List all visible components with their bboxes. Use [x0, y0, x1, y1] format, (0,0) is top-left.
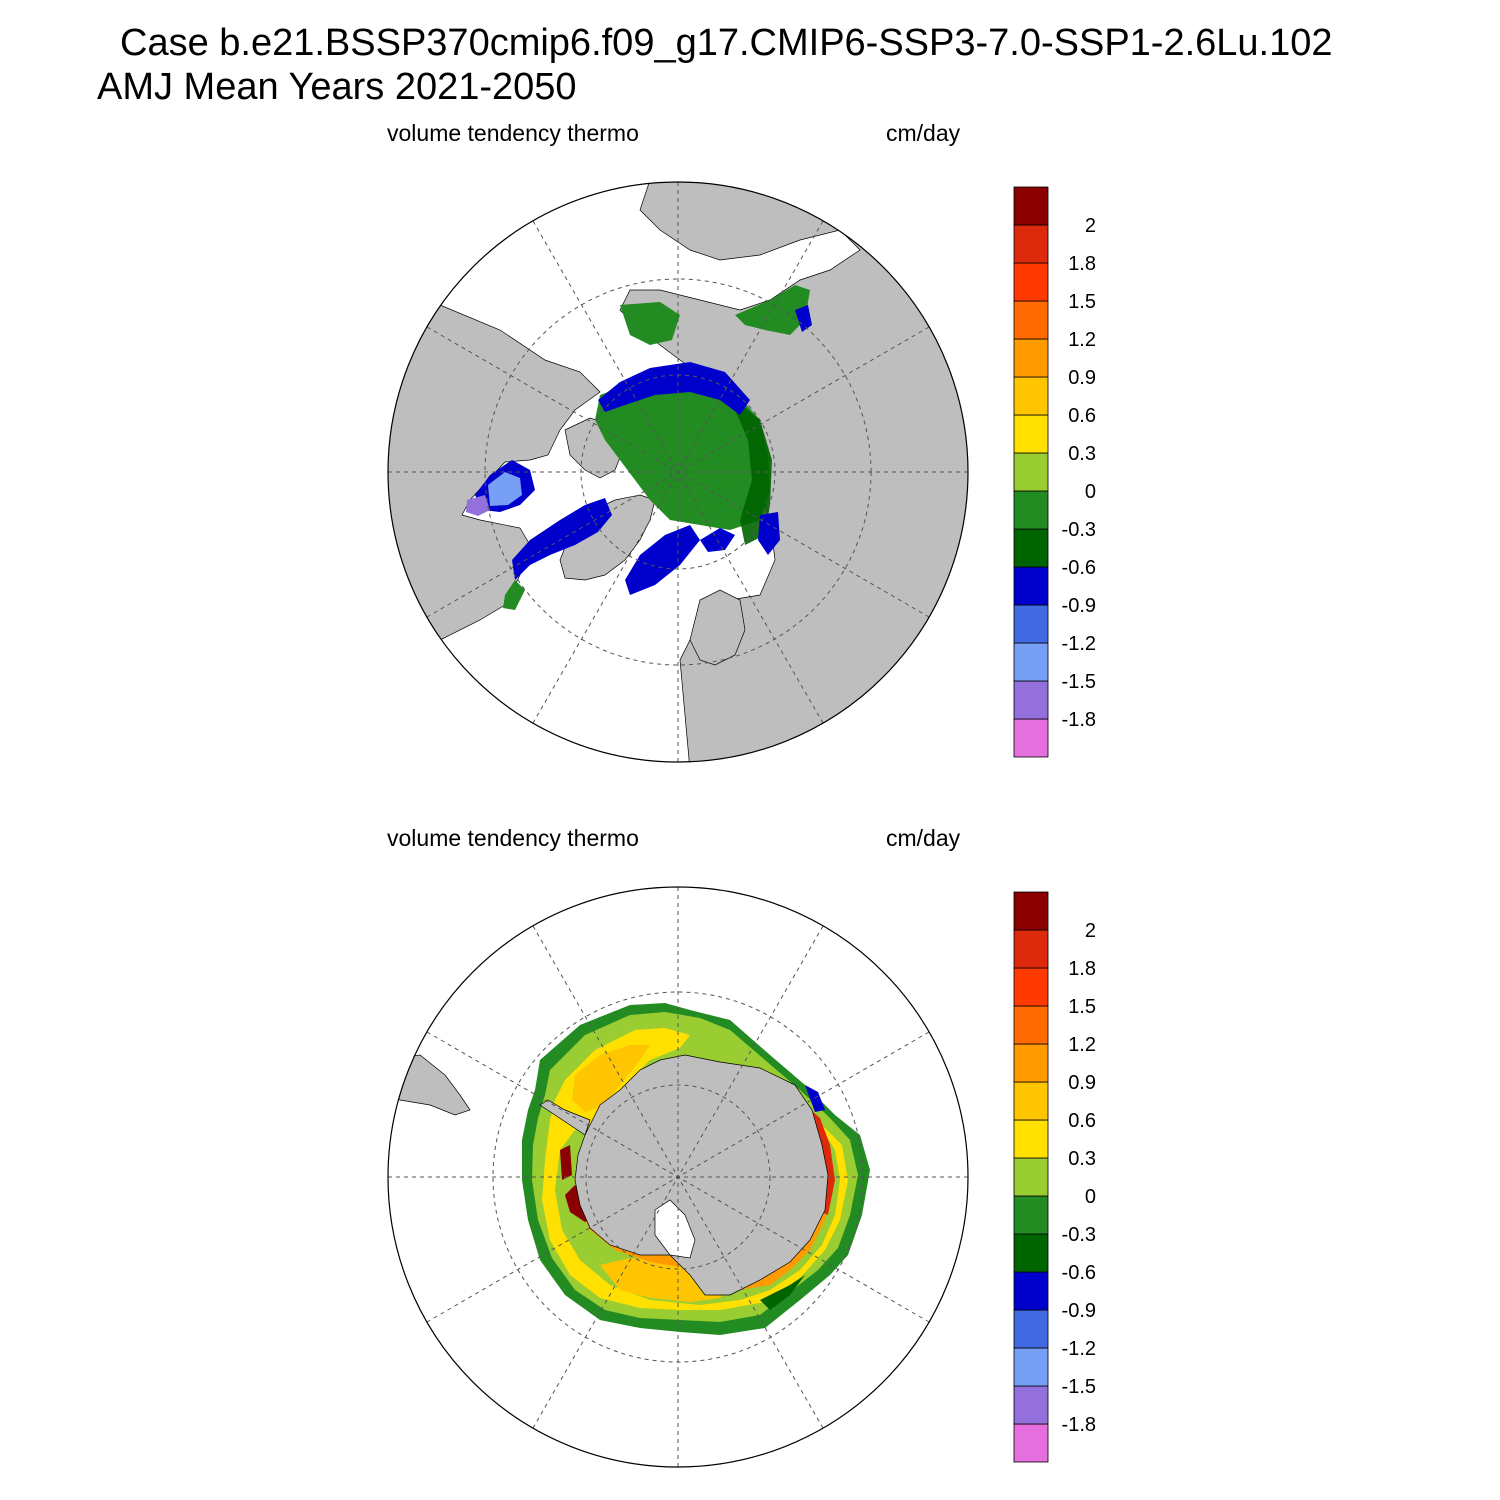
antarctic-colorbar-swatch: [1013, 1271, 1049, 1311]
arctic-colorbar-tick-label: 0.9: [1068, 367, 1096, 389]
antarctic-land-continent: [574, 1054, 829, 1296]
antarctic-colorbar-swatch: [1013, 1309, 1049, 1349]
antarctic-colorbar-swatch: [1013, 1423, 1049, 1463]
arctic-colorbar-swatch: [1013, 414, 1049, 454]
arctic-units-label: cm/day: [886, 120, 961, 146]
antarctic-colorbar-swatch: [1013, 1385, 1049, 1425]
arctic-colorbar-tick-label: -0.3: [1062, 519, 1096, 541]
antarctic-colorbar-swatch: [1013, 1195, 1049, 1235]
arctic-colorbar-tick-label: -0.6: [1062, 557, 1096, 579]
arctic-ice-blue-greenland-east: [625, 525, 700, 595]
antarctic-colorbar-swatch: [1013, 891, 1049, 931]
arctic-colorbar-tick-label: 0: [1085, 481, 1096, 503]
arctic-ice-blue-okhotsk: [795, 305, 812, 332]
arctic-colorbar-tick-label: 0.6: [1068, 405, 1096, 427]
arctic-colorbar-swatch: [1013, 262, 1049, 302]
arctic-colorbar-tick-label: -1.2: [1062, 633, 1096, 655]
figure-title-case: Case b.e21.BSSP370cmip6.f09_g17.CMIP6-SS…: [120, 22, 1333, 64]
antarctic-colorbar-tick-label: 0: [1085, 1186, 1096, 1208]
arctic-ice-blue-margin-top: [598, 362, 750, 415]
arctic-colorbar-tick-label: 1.8: [1068, 253, 1096, 275]
antarctic-ice-gold-weddell: [572, 1045, 650, 1112]
antarctic-colorbar-tick-label: -1.2: [1062, 1338, 1096, 1360]
arctic-colorbar-tick-label: -0.9: [1062, 595, 1096, 617]
antarctic-colorbar-tick-label: 2: [1085, 920, 1096, 942]
arctic-colorbar-swatch: [1013, 452, 1049, 492]
antarctic-colorbar-tick-label: 1.5: [1068, 996, 1096, 1018]
arctic-colorbar-swatch: [1013, 490, 1049, 530]
arctic-colorbar-tick-label: 2: [1085, 215, 1096, 237]
antarctic-colorbar-swatch: [1013, 1347, 1049, 1387]
antarctic-colorbar-tick-label: 1.2: [1068, 1034, 1096, 1056]
antarctic-land-peninsula: [539, 1099, 591, 1136]
antarctic-units-label: cm/day: [886, 825, 961, 851]
arctic-graticule: [388, 182, 968, 762]
arctic-colorbar-swatch: [1013, 224, 1049, 264]
arctic-colorbar-tick-label: -1.5: [1062, 671, 1096, 693]
arctic-ice-lightblue-hudson: [488, 472, 522, 506]
arctic-map: [387, 181, 969, 763]
arctic-colorbar-swatch: [1013, 186, 1049, 226]
antarctic-colorbar-tick-label: -1.5: [1062, 1376, 1096, 1398]
antarctic-colorbar-swatch: [1013, 1043, 1049, 1083]
arctic-central-ice-field: [595, 378, 770, 530]
arctic-colorbar-swatch: [1013, 338, 1049, 378]
arctic-colorbar-tick-label: 1.2: [1068, 329, 1096, 351]
antarctic-variable-label: volume tendency thermo: [387, 825, 639, 851]
arctic-ice-blue-baffin: [512, 498, 612, 580]
antarctic-map-border: [387, 886, 969, 1468]
antarctic-ice-blue-east: [805, 1085, 825, 1112]
antarctic-ross-ice-shelf: [654, 1199, 696, 1259]
antarctic-colorbar-tick-label: 0.9: [1068, 1072, 1096, 1094]
arctic-colorbar-swatch: [1013, 300, 1049, 340]
arctic-ice-green-okhotsk: [735, 285, 810, 335]
antarctic-colorbar-tick-label: 0.3: [1068, 1148, 1096, 1170]
arctic-ice-green-labrador: [503, 580, 525, 610]
arctic-colorbar-swatch: [1013, 604, 1049, 644]
antarctic-graticule: [388, 887, 968, 1467]
antarctic-colorbar-tick-label: 0.6: [1068, 1110, 1096, 1132]
antarctic-colorbar-swatch: [1013, 929, 1049, 969]
arctic-ice-blue-kara: [758, 512, 780, 555]
antarctic-colorbar-tick-label: -0.3: [1062, 1224, 1096, 1246]
antarctic-colorbar-swatch: [1013, 1157, 1049, 1197]
antarctic-ice-darkgreen-east: [760, 1275, 805, 1310]
arctic-colorbar-swatch: [1013, 718, 1049, 758]
arctic-ice-dark-green-band: [730, 395, 772, 545]
antarctic-colorbar-swatch: [1013, 1081, 1049, 1121]
antarctic-colorbar-swatch: [1013, 1233, 1049, 1273]
arctic-colorbar-swatch: [1013, 566, 1049, 606]
arctic-colorbar: -1.8 -1.5 -1.2 -0.9 -0.6 -0.3 0 0.3 0.6 0.9 1.2 1.5…: [1013, 186, 1096, 758]
arctic-colorbar-swatch: [1013, 680, 1049, 720]
antarctic-colorbar-swatch: [1013, 1119, 1049, 1159]
antarctic-colorbar-tick-label: -0.6: [1062, 1262, 1096, 1284]
arctic-map-border: [387, 181, 969, 763]
antarctic-colorbar-swatch: [1013, 1005, 1049, 1045]
antarctic-ice-darkred-amundsen: [560, 1145, 572, 1180]
antarctic-colorbar-tick-label: -0.9: [1062, 1300, 1096, 1322]
arctic-variable-label: volume tendency thermo: [387, 120, 639, 146]
antarctic-colorbar-tick-label: 1.8: [1068, 958, 1096, 980]
arctic-ice-green-bering: [620, 302, 680, 345]
arctic-colorbar-swatch: [1013, 528, 1049, 568]
antarctic-map: [387, 886, 969, 1468]
arctic-land-scandinavia: [689, 589, 746, 666]
figure-title-period: AMJ Mean Years 2021-2050: [97, 66, 577, 108]
arctic-ice-purple-hudson: [466, 495, 490, 516]
antarctic-colorbar-tick-label: -1.8: [1062, 1414, 1096, 1436]
arctic-colorbar-tick-label: -1.8: [1062, 709, 1096, 731]
arctic-colorbar-tick-label: 1.5: [1068, 291, 1096, 313]
arctic-colorbar-tick-label: 0.3: [1068, 443, 1096, 465]
arctic-colorbar-swatch: [1013, 642, 1049, 682]
antarctic-colorbar-swatch: [1013, 967, 1049, 1007]
antarctic-colorbar: -1.8 -1.5 -1.2 -0.9 -0.6 -0.3 0 0.3 0.6 0.9 1.2 1.5…: [1013, 891, 1096, 1463]
arctic-colorbar-swatch: [1013, 376, 1049, 416]
